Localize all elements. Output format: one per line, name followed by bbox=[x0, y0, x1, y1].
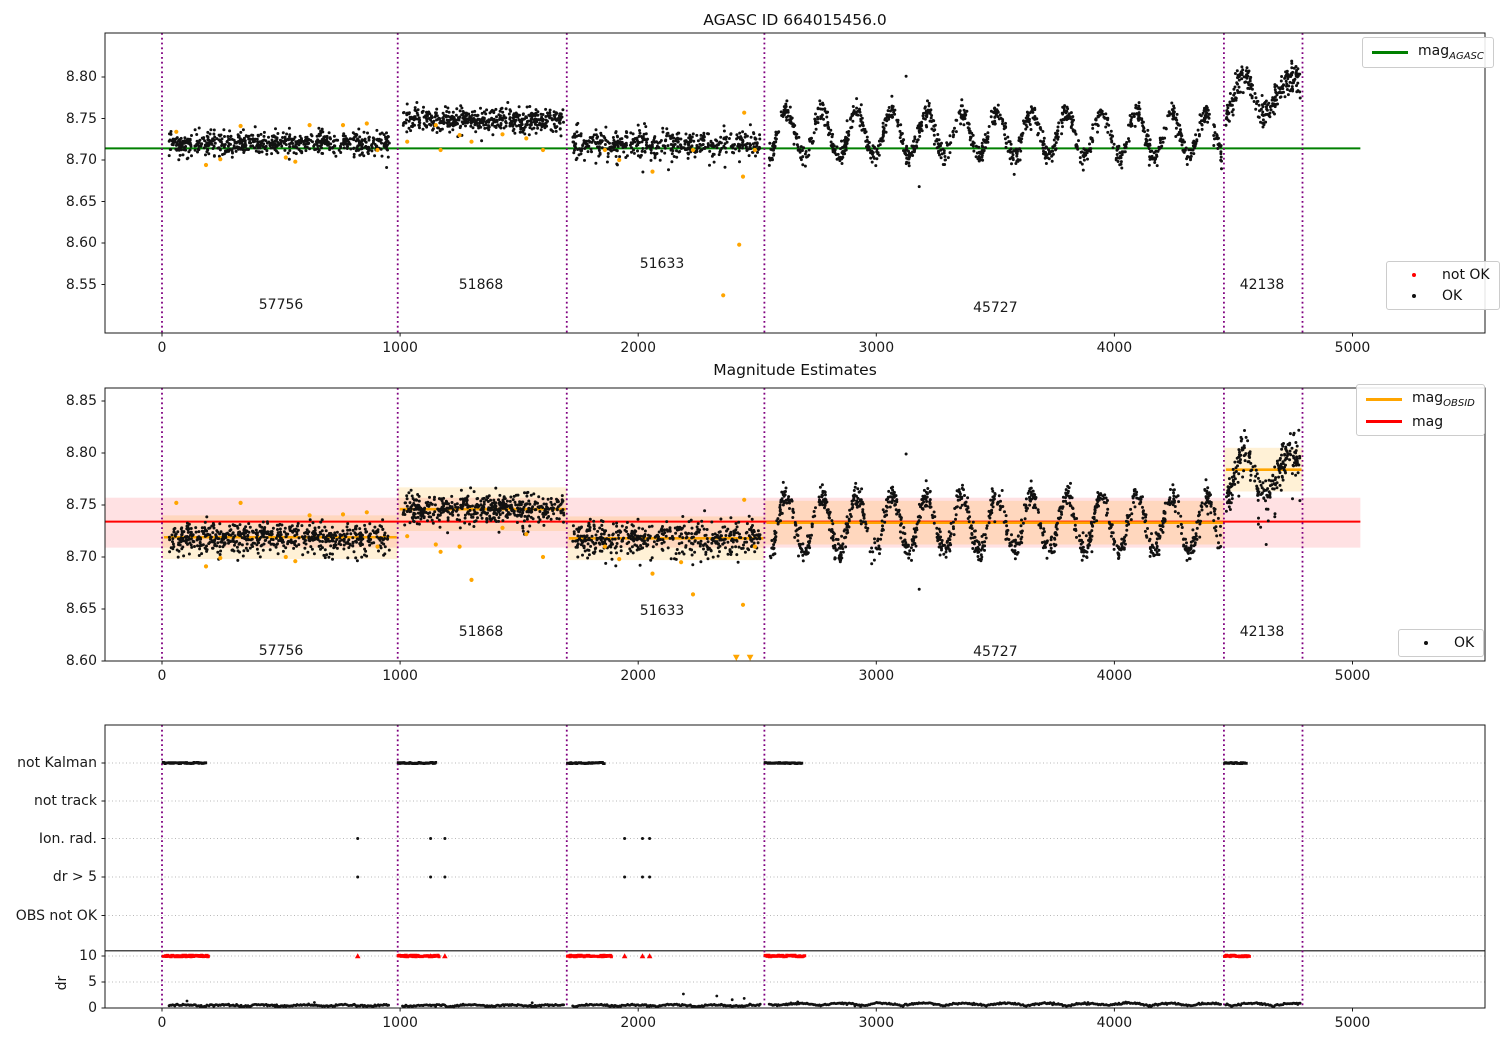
mag-line-swatch bbox=[1366, 420, 1402, 424]
ok-dot-swatch bbox=[1412, 294, 1416, 298]
not-ok-dot-swatch bbox=[1412, 273, 1416, 277]
legend-row-mag: mag bbox=[1366, 414, 1475, 430]
dr-clip-point-markers bbox=[354, 953, 653, 959]
dr-gt5-markers bbox=[356, 875, 652, 879]
legend-row-mag-agasc: magAGASC bbox=[1372, 43, 1484, 62]
not-ok-legend-label: not OK bbox=[1442, 267, 1490, 283]
mag-agasc-legend-label: magAGASC bbox=[1418, 43, 1484, 62]
dr-trace-points bbox=[167, 992, 1302, 1009]
top-plot-title: AGASC ID 664015456.0 bbox=[703, 11, 887, 29]
legend-ok-notok: not OK OK bbox=[1386, 261, 1500, 310]
ok-middle-dot-swatch bbox=[1424, 641, 1428, 645]
middle-plot-title: Magnitude Estimates bbox=[713, 361, 877, 379]
ok-legend-label: OK bbox=[1442, 288, 1463, 304]
ion-rad-markers bbox=[356, 837, 652, 840]
legend-row-mag-obsid: magOBSID bbox=[1366, 390, 1475, 409]
dr-clip-run-markers bbox=[161, 953, 1251, 959]
legend-row-ok-middle: OK bbox=[1408, 635, 1474, 651]
axes-border-1 bbox=[104, 387, 1486, 662]
legend-ok-middle: OK bbox=[1398, 629, 1485, 657]
axes-border-2 bbox=[104, 724, 1486, 1009]
scatter-points-ok-top bbox=[167, 59, 1302, 189]
axes-border-0 bbox=[104, 32, 1486, 334]
not-kalman-markers bbox=[161, 761, 1248, 765]
mag-legend-label: mag bbox=[1412, 413, 1444, 430]
legend-row-ok: OK bbox=[1396, 288, 1490, 304]
legend-mag-agasc: magAGASC bbox=[1362, 37, 1494, 68]
mag-obsid-legend-label: magOBSID bbox=[1412, 390, 1475, 409]
legend-mag-obsid: magOBSID mag bbox=[1356, 384, 1485, 436]
ok-middle-legend-label: OK bbox=[1454, 635, 1475, 651]
clipped-low-markers bbox=[732, 654, 754, 661]
mag-obsid-line-swatch bbox=[1366, 397, 1402, 401]
mag-agasc-line-swatch bbox=[1372, 50, 1408, 54]
legend-row-not-ok: not OK bbox=[1396, 267, 1490, 283]
